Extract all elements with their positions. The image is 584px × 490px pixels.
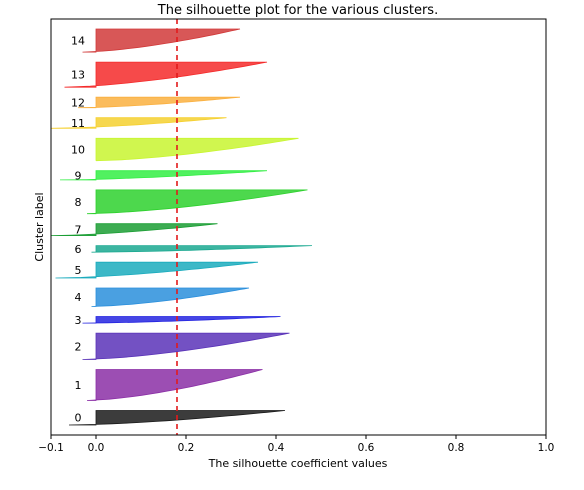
cluster-band-14 [82, 28, 241, 53]
x-tick-label: −0.1 [38, 442, 64, 454]
cluster-label-14: 14 [71, 35, 85, 48]
x-tick-label: 0.2 [178, 442, 195, 454]
cluster-label-9: 9 [75, 169, 82, 182]
cluster-label-6: 6 [75, 243, 82, 256]
cluster-band-4 [91, 287, 250, 307]
x-tick-label: 0.0 [88, 442, 105, 454]
cluster-band-13 [64, 61, 268, 88]
plot-frame [50, 18, 547, 436]
cluster-band-2 [82, 332, 290, 360]
x-axis-ticks: −0.1 0.0 0.2 0.4 0.6 0.8 1.0 [38, 435, 554, 454]
x-tick-label: 1.0 [538, 442, 555, 454]
cluster-label-3: 3 [75, 314, 82, 327]
cluster-label-11: 11 [71, 117, 85, 130]
cluster-band-7 [50, 223, 218, 236]
cluster-label-1: 1 [75, 379, 82, 392]
x-axis-label: The silhouette coefficient values [208, 457, 388, 470]
cluster-band-9 [59, 170, 268, 181]
cluster-band-1 [86, 369, 263, 401]
cluster-band-3 [82, 316, 281, 324]
cluster-label-12: 12 [71, 96, 85, 109]
cluster-band-10 [95, 137, 299, 162]
cluster-band-6 [91, 245, 313, 253]
cluster-label-8: 8 [75, 196, 82, 209]
cluster-label-10: 10 [71, 144, 85, 157]
cluster-label-7: 7 [75, 224, 82, 237]
cluster-label-4: 4 [75, 291, 82, 304]
y-axis-label: Cluster label [33, 192, 46, 261]
x-tick-label: 0.4 [268, 442, 285, 454]
cluster-label-5: 5 [75, 264, 82, 277]
cluster-label-0: 0 [75, 412, 82, 425]
cluster-label-2: 2 [75, 340, 82, 353]
cluster-label-13: 13 [71, 69, 85, 82]
cluster-band-5 [55, 261, 259, 279]
cluster-band-8 [86, 189, 308, 215]
cluster-band-11 [50, 117, 227, 129]
x-tick-label: 0.8 [448, 442, 465, 454]
x-tick-label: 0.6 [358, 442, 375, 454]
cluster-band-12 [77, 96, 241, 109]
chart-title: The silhouette plot for the various clus… [157, 3, 438, 18]
